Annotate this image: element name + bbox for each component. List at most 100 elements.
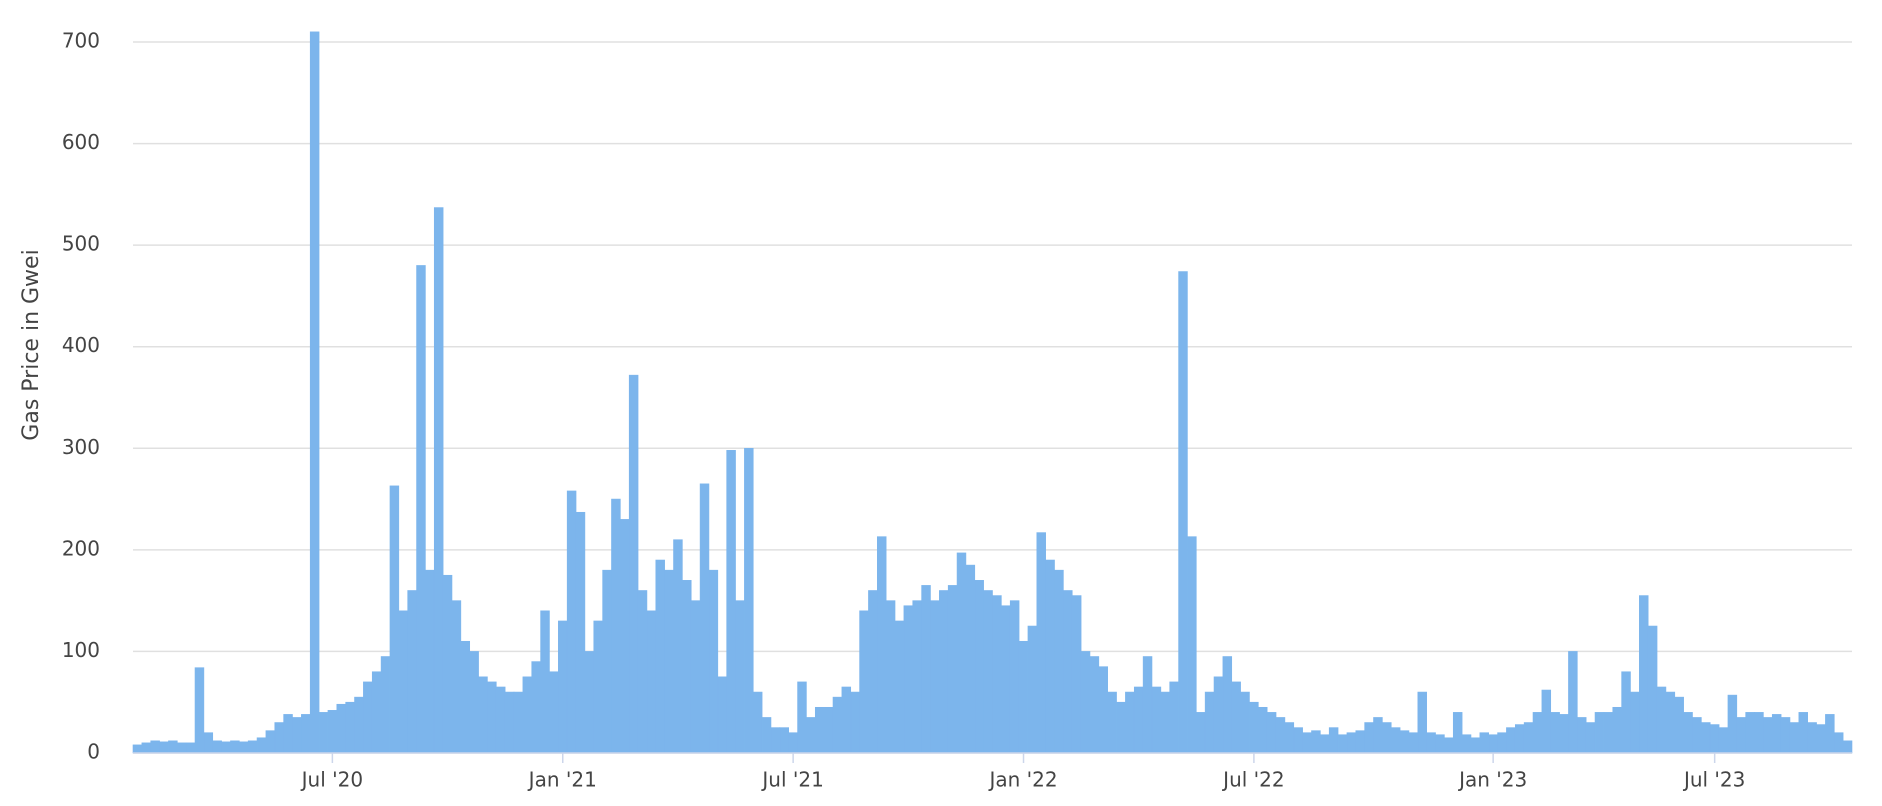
- bar: [549, 671, 559, 754]
- bar: [318, 712, 329, 754]
- bar: [1550, 712, 1560, 754]
- bar: [735, 600, 745, 754]
- bar: [1027, 625, 1038, 754]
- bar: [637, 590, 648, 754]
- bar: [1842, 740, 1853, 754]
- x-tick-label: Jan '22: [987, 768, 1057, 792]
- bar: [1709, 724, 1720, 754]
- bar: [1444, 737, 1454, 754]
- bar: [983, 590, 993, 754]
- bar: [611, 498, 621, 754]
- bar: [159, 741, 169, 754]
- bar: [1514, 724, 1525, 754]
- bar: [203, 732, 214, 754]
- bar: [593, 620, 603, 754]
- bar: [177, 742, 187, 754]
- bar: [309, 31, 320, 754]
- bar: [1346, 732, 1357, 754]
- bar: [1745, 712, 1755, 754]
- bar: [416, 265, 426, 754]
- bar: [1311, 730, 1321, 754]
- bar: [1497, 732, 1507, 754]
- bar: [1470, 737, 1481, 754]
- bar: [1169, 681, 1179, 754]
- bar: [1213, 676, 1224, 754]
- bar: [1559, 714, 1569, 754]
- bar: [487, 681, 497, 754]
- bar: [256, 737, 267, 754]
- bar: [513, 691, 524, 754]
- bar: [1674, 696, 1684, 754]
- bar: [1151, 686, 1162, 754]
- bar: [1063, 590, 1073, 754]
- bar: [354, 696, 364, 754]
- bar: [1426, 732, 1436, 754]
- bar: [1408, 732, 1419, 754]
- bar: [1399, 730, 1410, 754]
- bar: [1160, 691, 1171, 754]
- bar: [717, 676, 727, 754]
- bar: [363, 681, 373, 754]
- bar: [1337, 734, 1348, 754]
- bar: [1364, 722, 1374, 754]
- y-tick-label: 100: [62, 638, 100, 662]
- bar: [894, 620, 905, 754]
- x-tick-label: Jul '21: [760, 768, 823, 792]
- bar: [1798, 712, 1808, 754]
- bar: [292, 717, 302, 754]
- bar: [522, 676, 533, 754]
- bar: [1435, 734, 1445, 754]
- bar: [566, 490, 577, 754]
- bar: [655, 559, 665, 754]
- bar: [912, 600, 922, 754]
- bar: [1116, 701, 1126, 754]
- bar: [575, 511, 586, 754]
- bar: [1577, 717, 1587, 754]
- bar: [1178, 271, 1188, 754]
- bar: [930, 600, 940, 754]
- bar: [1816, 724, 1826, 754]
- bar: [841, 686, 852, 754]
- bar: [1080, 651, 1091, 754]
- bar: [1054, 569, 1064, 754]
- bar: [708, 569, 719, 754]
- bar: [478, 676, 488, 754]
- bar: [301, 714, 311, 754]
- bar: [1098, 666, 1108, 754]
- bar: [992, 595, 1002, 754]
- bar: [1302, 732, 1312, 754]
- bar: [1656, 686, 1667, 754]
- y-tick-label: 600: [62, 130, 100, 154]
- bar: [1479, 732, 1490, 754]
- bar: [1771, 714, 1782, 754]
- bar: [1727, 694, 1738, 754]
- x-tick-label: Jul '20: [300, 768, 363, 792]
- bar: [1142, 656, 1153, 754]
- bar: [1612, 706, 1622, 754]
- bar: [425, 569, 435, 754]
- bar: [602, 569, 612, 754]
- bar: [823, 706, 834, 754]
- y-tick-label: 500: [62, 232, 100, 256]
- bar: [956, 552, 967, 754]
- bar: [1701, 722, 1711, 754]
- bar: [1532, 712, 1543, 754]
- x-tick-label: Jan '23: [1457, 768, 1527, 792]
- bar: [531, 661, 541, 754]
- bar: [442, 574, 453, 754]
- bar: [620, 519, 630, 754]
- bar: [398, 610, 408, 754]
- bar: [1417, 691, 1427, 754]
- bar: [1089, 656, 1100, 754]
- bar: [1009, 600, 1020, 754]
- bar: [1585, 722, 1596, 754]
- bar: [1382, 722, 1392, 754]
- bar: [1789, 722, 1800, 754]
- y-tick-label: 0: [87, 740, 100, 764]
- bar: [699, 483, 710, 754]
- x-tick-label: Jan '21: [527, 768, 597, 792]
- bar: [1825, 714, 1835, 754]
- bar: [1594, 712, 1605, 754]
- bar: [752, 691, 763, 754]
- bar: [504, 691, 515, 754]
